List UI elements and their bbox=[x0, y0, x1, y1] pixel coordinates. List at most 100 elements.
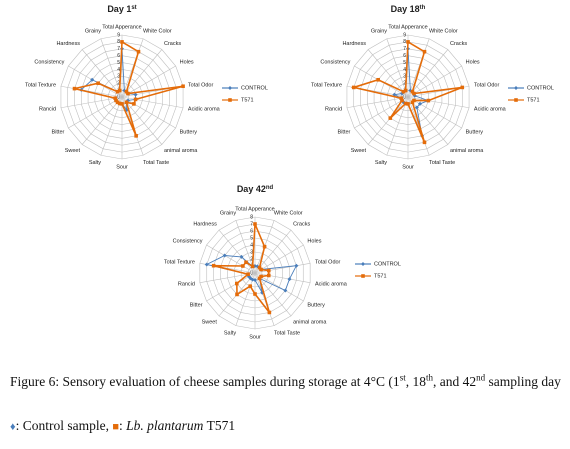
caption-segment: ♦ bbox=[10, 421, 16, 433]
spoke bbox=[354, 96, 409, 129]
marker bbox=[96, 81, 100, 86]
category-label: Sour bbox=[249, 334, 261, 340]
marker bbox=[124, 89, 129, 94]
marker bbox=[412, 91, 416, 96]
marker bbox=[117, 101, 122, 106]
legend-marker bbox=[514, 98, 518, 102]
spoke bbox=[121, 96, 163, 145]
r-tick-label: 8 bbox=[250, 214, 253, 220]
spoke bbox=[235, 272, 256, 326]
spoke bbox=[100, 96, 123, 156]
category-label: White Color bbox=[429, 29, 458, 35]
category-label: Salty bbox=[375, 160, 387, 166]
marker bbox=[460, 85, 465, 90]
marker bbox=[259, 267, 263, 272]
r-tick-label: 4 bbox=[117, 67, 120, 73]
marker bbox=[133, 92, 138, 97]
r-tick-label: 8 bbox=[117, 39, 120, 45]
caption-segment: : Control sample, bbox=[15, 418, 113, 433]
marker bbox=[406, 40, 410, 44]
marker bbox=[248, 284, 253, 288]
spoke bbox=[81, 96, 123, 145]
r-tick-label: 4 bbox=[250, 242, 253, 248]
spoke bbox=[121, 38, 144, 98]
caption-segment: th bbox=[425, 372, 433, 383]
marker bbox=[133, 97, 138, 102]
r-tick-label: 6 bbox=[403, 53, 406, 59]
marker bbox=[294, 263, 299, 268]
r-tick-label: 3 bbox=[117, 74, 120, 80]
marker bbox=[417, 101, 422, 106]
legend-marker bbox=[228, 86, 232, 90]
caption-segment: st bbox=[399, 372, 406, 383]
title-text: Day 18 bbox=[391, 4, 420, 14]
marker bbox=[401, 89, 406, 94]
category-label: Cracks bbox=[293, 221, 310, 227]
category-label: Acidic aroma bbox=[474, 107, 507, 113]
title-superscript: nd bbox=[266, 185, 274, 191]
marker bbox=[136, 49, 141, 54]
category-label: Hardness bbox=[193, 221, 217, 227]
r-tick-label: 3 bbox=[403, 74, 406, 80]
spoke bbox=[367, 96, 409, 145]
category-label: Cracks bbox=[164, 41, 181, 47]
spoke bbox=[254, 272, 311, 284]
spoke bbox=[254, 272, 304, 302]
spoke bbox=[254, 272, 275, 326]
category-label: Total Texture bbox=[25, 82, 56, 88]
category-label: Grainy bbox=[85, 29, 101, 35]
category-label: White Color bbox=[274, 210, 303, 216]
caption-segment: sampling day bbox=[485, 374, 561, 389]
r-tick-label: 5 bbox=[117, 60, 120, 66]
spoke bbox=[407, 96, 470, 109]
legend-label: T571 bbox=[527, 97, 540, 103]
category-label: Rancid bbox=[178, 282, 195, 288]
legend-marker bbox=[361, 274, 365, 278]
category-label: Buttery bbox=[180, 129, 198, 135]
marker bbox=[115, 89, 120, 94]
r-tick-label: 2 bbox=[250, 256, 253, 262]
marker bbox=[244, 260, 248, 265]
spoke bbox=[121, 96, 184, 109]
marker bbox=[134, 134, 138, 138]
category-label: Hardness bbox=[342, 41, 366, 47]
r-tick-label: 7 bbox=[117, 46, 120, 52]
caption-segment: Lb. plantarum bbox=[126, 418, 204, 433]
marker bbox=[246, 272, 250, 277]
spoke bbox=[60, 96, 123, 109]
r-tick-label: 6 bbox=[117, 53, 120, 59]
marker bbox=[124, 100, 129, 105]
marker bbox=[267, 310, 272, 315]
marker bbox=[403, 101, 408, 106]
category-label: Total Texture bbox=[164, 259, 195, 265]
legend-label: T571 bbox=[374, 273, 387, 279]
spoke bbox=[60, 85, 123, 98]
marker bbox=[253, 292, 257, 296]
spoke bbox=[407, 65, 462, 98]
r-tick-label: 9 bbox=[403, 32, 406, 38]
r-tick-label: 6 bbox=[250, 228, 253, 234]
caption: Figure 6: Sensory evaluation of cheese s… bbox=[10, 360, 565, 449]
spoke bbox=[206, 272, 256, 302]
marker bbox=[422, 49, 427, 54]
category-label: Total Taste bbox=[274, 331, 300, 337]
spoke bbox=[121, 65, 176, 98]
chart-title: Day 18th bbox=[391, 4, 426, 14]
caption-segment: : bbox=[119, 418, 127, 433]
spoke bbox=[346, 96, 409, 109]
marker bbox=[204, 262, 209, 267]
category-label: Hardness bbox=[56, 41, 80, 47]
marker bbox=[239, 254, 244, 259]
legend-label: CONTROL bbox=[241, 85, 268, 91]
marker bbox=[426, 98, 431, 103]
legend-marker bbox=[361, 262, 365, 266]
title-superscript: th bbox=[420, 5, 426, 11]
r-tick-label: 3 bbox=[250, 249, 253, 255]
caption-segment: Figure 6: Sensory evaluation of cheese s… bbox=[10, 374, 400, 389]
marker bbox=[181, 84, 185, 89]
spoke bbox=[254, 262, 311, 274]
spoke bbox=[254, 244, 304, 274]
caption-segment: , and 42 bbox=[432, 374, 477, 389]
